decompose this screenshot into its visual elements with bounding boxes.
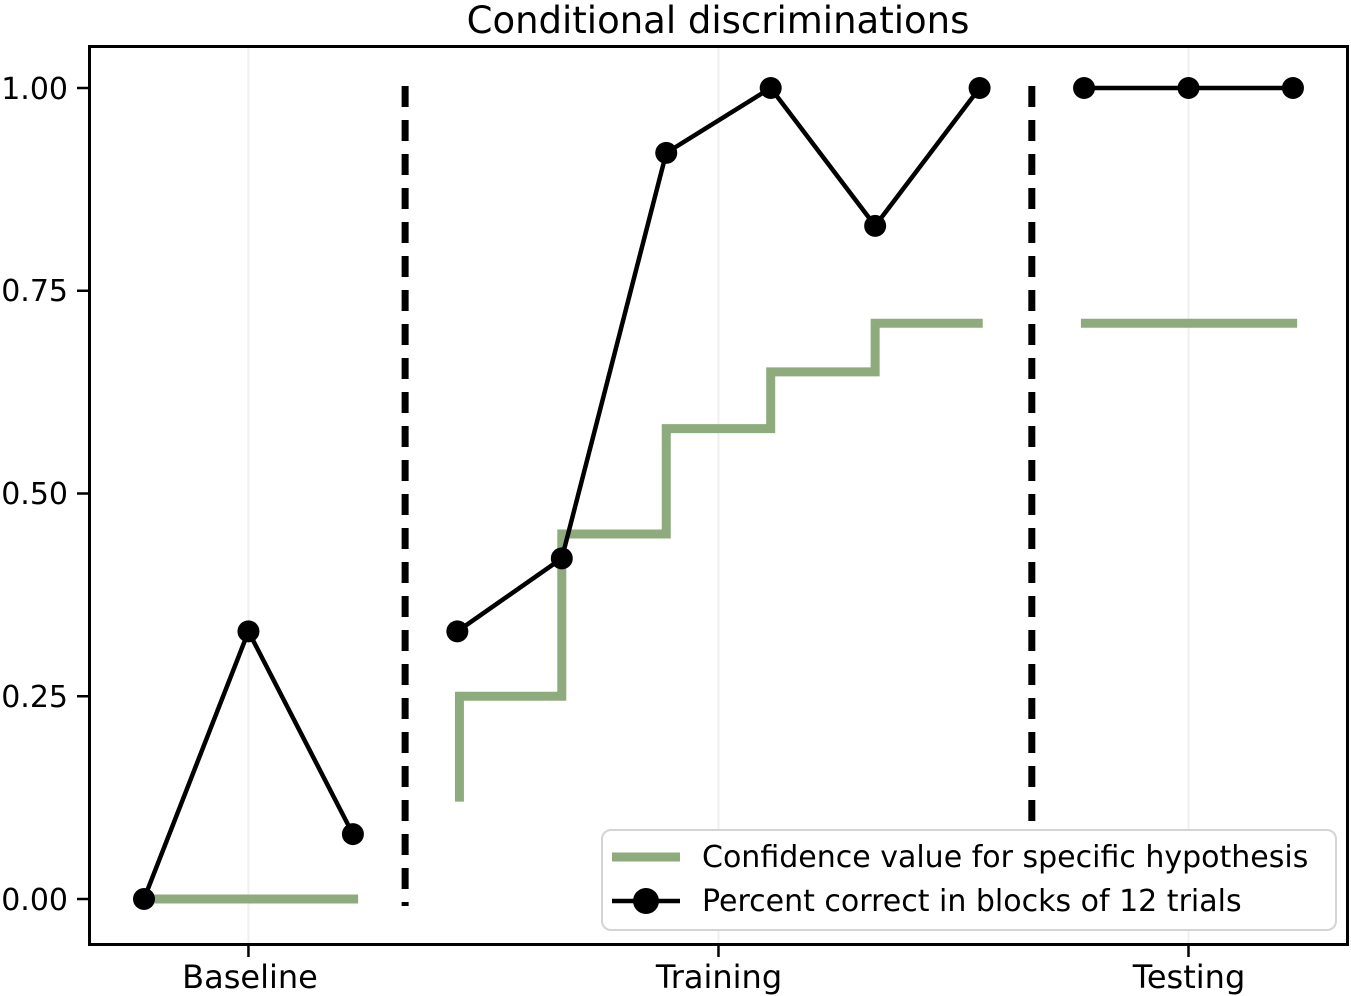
- series-layer: [133, 77, 1304, 910]
- series-segment: [456, 85, 982, 634]
- gridlines-layer: [247, 46, 1190, 944]
- data-point-marker: [550, 547, 573, 570]
- data-point-marker: [864, 214, 887, 237]
- data-point-marker: [1073, 77, 1096, 99]
- ytick-0.75: 0.75: [1, 274, 68, 309]
- data-point-marker: [446, 620, 469, 643]
- ytick-0.25: 0.25: [1, 680, 68, 715]
- data-point-marker: [237, 620, 260, 643]
- legend-confidence-label: Confidence value for specific hypothesis: [702, 840, 1308, 875]
- legend: Confidence value for specific hypothesis…: [601, 829, 1337, 931]
- ticks-layer: [77, 86, 1190, 957]
- xtick-training: Training: [655, 958, 782, 996]
- dividers-layer: [401, 86, 1036, 906]
- data-point-marker: [133, 888, 155, 910]
- percent-correct-line: [133, 77, 1304, 910]
- y-axis-labels: 0.00 0.25 0.50 0.75 1.00: [1, 72, 68, 918]
- ytick-0.50: 0.50: [1, 477, 68, 512]
- ytick-1.00: 1.00: [1, 72, 68, 107]
- xtick-testing: Testing: [1132, 958, 1246, 996]
- ytick-0.00: 0.00: [1, 883, 68, 918]
- plot-border: [88, 45, 1349, 946]
- legend-box: [601, 829, 1337, 931]
- x-axis-labels: Baseline Training Testing: [182, 958, 1245, 996]
- legend-percent-label: Percent correct in blocks of 12 trials: [702, 884, 1242, 919]
- confidence-step-line: [154, 318, 1298, 904]
- data-point-marker: [968, 77, 991, 99]
- xtick-baseline: Baseline: [182, 958, 318, 996]
- data-point-marker: [759, 77, 782, 99]
- legend-percent-marker-icon: [633, 888, 659, 914]
- data-point-marker: [1281, 77, 1304, 99]
- chart-title: Conditional discriminations: [467, 0, 970, 42]
- series-segment: [454, 318, 983, 802]
- data-point-marker: [1177, 77, 1200, 99]
- data-point-marker: [341, 823, 364, 846]
- data-point-marker: [655, 141, 678, 164]
